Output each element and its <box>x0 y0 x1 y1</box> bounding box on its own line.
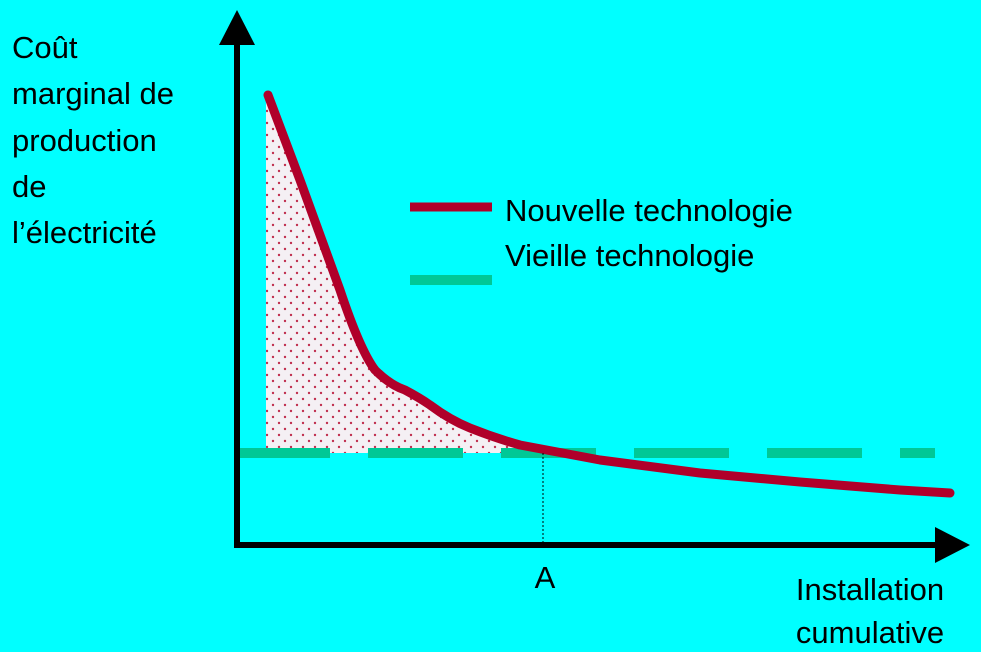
new-technology-curve <box>263 90 955 498</box>
legend-label: Nouvelle technologie <box>505 193 793 228</box>
legend-label: Vieille technologie <box>505 238 754 273</box>
y-axis-label: production <box>12 123 157 158</box>
x-axis-label: cumulative <box>796 615 944 650</box>
y-axis-arrow <box>219 10 255 45</box>
x-axis-arrow <box>935 527 970 563</box>
x-axis-label: Installation <box>796 572 944 607</box>
y-axis-label: Coût <box>12 30 78 65</box>
point-label: A <box>535 560 556 595</box>
y-axis-label: marginal de <box>12 76 174 111</box>
y-axis-label: de <box>12 169 46 204</box>
y-axis-label: l’électricité <box>12 215 157 250</box>
cost-area <box>266 95 520 453</box>
